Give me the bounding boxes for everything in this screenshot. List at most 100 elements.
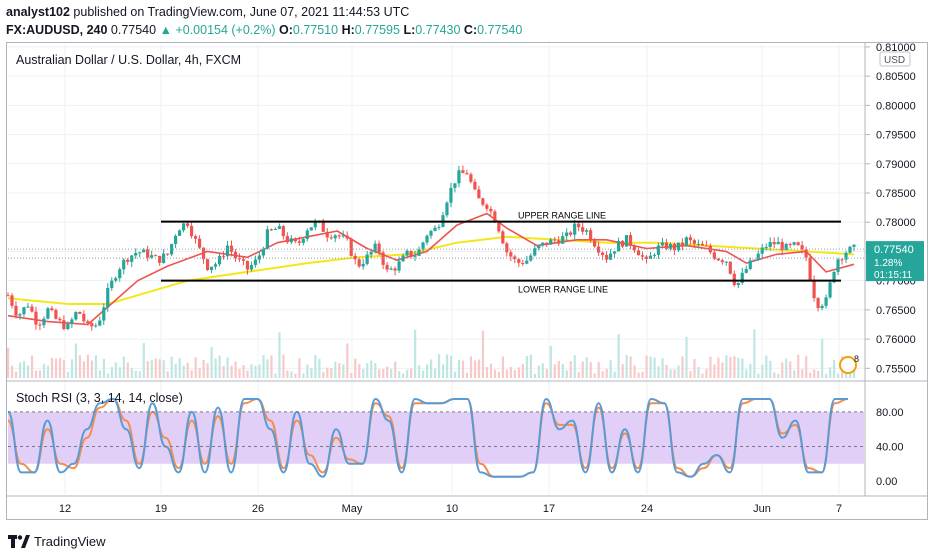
footer-brand[interactable]: TradingView (8, 534, 106, 549)
volume-bar (705, 368, 708, 378)
candle-body (589, 230, 593, 241)
volume-bar (106, 373, 109, 378)
candle-body (612, 251, 617, 254)
chart-title: Australian Dollar / U.S. Dollar, 4h, FXC… (16, 53, 242, 67)
volume-bar (7, 347, 10, 378)
volume-bar (302, 373, 305, 378)
candle-body (6, 295, 10, 297)
volume-bar (74, 343, 78, 378)
candle-body (688, 237, 692, 241)
candle-body (720, 260, 724, 263)
candle-body (397, 261, 401, 271)
volume-bar (222, 365, 225, 378)
candle-body (301, 238, 305, 243)
candle-body (796, 242, 800, 246)
volume-bar (42, 363, 46, 378)
candle-body (94, 325, 98, 327)
last-price-badge-change: 1.28% (874, 258, 902, 269)
volume-bar (789, 361, 792, 378)
candle-body (86, 321, 90, 324)
candle-body (289, 238, 293, 243)
candle-body (154, 255, 158, 257)
volume-bar (102, 358, 105, 378)
time-tick-label: Jun (753, 503, 771, 515)
volume-bar (529, 354, 532, 378)
volume-bar (170, 356, 173, 378)
time-tick-label: 26 (252, 503, 264, 515)
candle-body (345, 235, 349, 239)
price-tick-label: 0.81000 (876, 42, 916, 54)
volume-bar (62, 360, 66, 378)
candle-body (760, 247, 764, 254)
candle-body (34, 311, 38, 325)
candle-body (22, 307, 26, 315)
candle-body (329, 237, 333, 239)
candle-body (237, 258, 242, 260)
candle-body (581, 227, 585, 232)
candle-body (565, 232, 569, 237)
volume-bar (394, 361, 397, 378)
candle-body (249, 264, 254, 270)
volume-bar (813, 369, 816, 378)
volume-bar (641, 371, 644, 378)
publisher-name: analyst102 (6, 5, 70, 19)
volume-bar (781, 362, 784, 378)
volume-bar (761, 364, 764, 378)
volume-bar (346, 343, 349, 378)
stoch-rsi-k-line (7, 397, 848, 478)
candle-body (233, 251, 238, 259)
volume-bar (262, 355, 265, 378)
candle-body (401, 255, 405, 262)
volume-bar (402, 373, 405, 378)
volume-bar (621, 364, 624, 378)
volume-bar (182, 365, 185, 378)
volume-bar (398, 371, 401, 378)
volume-bar (745, 369, 748, 378)
candle-body (66, 323, 70, 330)
candle-body (553, 239, 557, 241)
candle-body (58, 318, 62, 321)
volume-bar (430, 359, 433, 378)
volume-bar (661, 358, 664, 378)
volume-bar (725, 355, 728, 378)
volume-bar (290, 371, 293, 378)
candle-body (820, 305, 824, 309)
volume-bar (86, 354, 90, 378)
low-value: 0.77430 (415, 23, 461, 37)
volume-bar (549, 346, 552, 378)
volume-bar (22, 361, 26, 378)
volume-bar (274, 373, 277, 378)
candle-body (744, 268, 748, 273)
volume-bar (581, 361, 584, 378)
candle-body (305, 230, 309, 239)
volume-bar (669, 369, 672, 378)
candle-body (828, 282, 832, 298)
candle-body (197, 238, 202, 248)
volume-bar (757, 373, 760, 378)
candle-body (321, 220, 325, 232)
volume-bar (557, 360, 560, 378)
volume-bar (330, 368, 333, 378)
volume-bar (242, 365, 245, 378)
close-value: 0.77540 (477, 23, 523, 37)
volume-bar (342, 364, 345, 378)
volume-bar (809, 372, 812, 378)
candle-body (142, 249, 146, 253)
candle-body (852, 244, 856, 247)
volume-bar (693, 358, 696, 378)
candle-body (557, 240, 561, 244)
volume-bar (533, 373, 536, 378)
candle-body (800, 245, 804, 250)
time-tick-label: May (342, 503, 363, 515)
volume-bar (765, 355, 768, 378)
candle-body (684, 237, 688, 245)
candle-body (457, 170, 461, 184)
volume-bar (150, 359, 153, 378)
candle-body (42, 318, 46, 326)
candle-body (205, 259, 210, 270)
candle-body (656, 245, 661, 255)
volume-bar (334, 361, 337, 378)
volume-bar (310, 368, 313, 378)
last-price: 0.77540 (110, 23, 157, 37)
